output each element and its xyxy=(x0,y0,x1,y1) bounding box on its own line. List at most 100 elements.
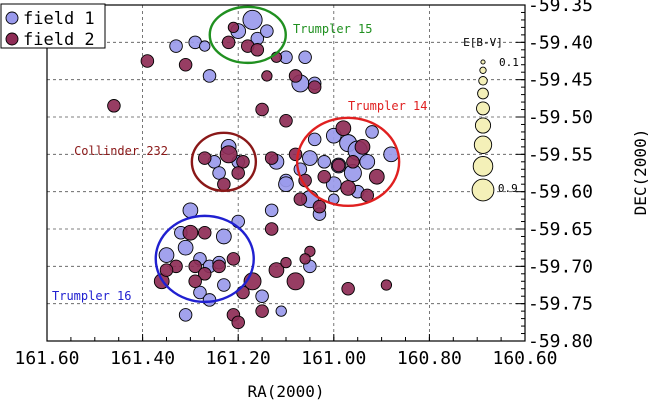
cluster-trumpler-16: Trumpler 16 xyxy=(52,214,255,304)
data-point xyxy=(275,305,287,317)
data-point xyxy=(279,113,293,128)
legend-box xyxy=(0,3,106,49)
data-point xyxy=(221,35,236,50)
data-point xyxy=(158,247,175,263)
data-point xyxy=(202,69,217,83)
x-tick-label: 161.20 xyxy=(206,348,271,369)
data-point xyxy=(226,252,241,266)
data-point xyxy=(359,153,376,170)
data-point xyxy=(231,315,245,330)
y-tick-label: -59.45 xyxy=(528,70,593,91)
data-point xyxy=(340,180,356,196)
y-tick-label: -59.65 xyxy=(528,219,593,240)
x-tick-label: 160.60 xyxy=(492,348,557,369)
cluster-circle xyxy=(208,5,287,65)
data-point xyxy=(217,278,231,292)
data-point xyxy=(177,239,194,256)
size-scale-circle xyxy=(477,87,489,100)
data-point xyxy=(325,176,342,193)
y-tick-label: -59.60 xyxy=(528,182,593,203)
data-point xyxy=(317,169,331,184)
data-point xyxy=(286,272,305,291)
data-point xyxy=(219,145,238,164)
data-point xyxy=(182,224,199,241)
data-point xyxy=(255,102,269,117)
size-scale-circle xyxy=(479,66,487,74)
data-point xyxy=(231,166,245,180)
data-point xyxy=(312,199,327,214)
data-point xyxy=(302,150,318,166)
data-point xyxy=(280,256,292,269)
size-scale-circle xyxy=(480,59,486,65)
data-point xyxy=(107,99,121,113)
grid xyxy=(47,5,525,341)
data-point xyxy=(368,168,385,185)
y-tick-label: -59.55 xyxy=(528,144,593,165)
data-point xyxy=(178,57,193,72)
data-point xyxy=(188,274,202,289)
size-scale-circle xyxy=(478,76,488,86)
series-field-2 xyxy=(107,21,393,330)
cluster-label: Collinder 232 xyxy=(74,144,168,158)
data-point xyxy=(169,39,183,53)
x-tick-label: 160.80 xyxy=(397,348,462,369)
cluster-annotations: Trumpler 15 Trumpler 14 Collinder 232 Trump… xyxy=(52,5,427,304)
y-tick-labels: -59.35 -59.40 -59.45 -59.50 -59.55 -59.60 -59.… xyxy=(528,0,593,352)
data-point xyxy=(197,151,212,165)
data-point xyxy=(264,203,279,218)
size-scale-min-label: 0.1 xyxy=(499,56,519,69)
legend-marker xyxy=(5,32,19,46)
data-point xyxy=(268,262,285,278)
data-point xyxy=(178,308,193,322)
legend-label: field 1 xyxy=(23,9,95,29)
data-point xyxy=(140,54,155,68)
cluster-label: Trumpler 15 xyxy=(293,22,372,36)
legend-label: field 2 xyxy=(23,30,95,50)
size-scale-circle xyxy=(473,135,493,154)
cluster-collinder-232: Collinder 232 xyxy=(74,131,258,193)
size-scale-max-label: 0.9 xyxy=(498,182,518,195)
cluster-trumpler-15: Trumpler 15 xyxy=(208,5,372,65)
data-point xyxy=(197,225,212,240)
data-point xyxy=(199,40,211,52)
axis-ticks xyxy=(46,4,526,342)
x-tick-label: 161.60 xyxy=(14,348,79,369)
data-point xyxy=(354,139,371,155)
data-point xyxy=(197,267,212,281)
data-point xyxy=(255,304,269,318)
y-tick-label: -59.35 xyxy=(528,0,593,16)
data-point xyxy=(317,155,331,169)
data-point xyxy=(261,70,273,82)
data-point xyxy=(298,50,312,65)
data-point xyxy=(264,222,279,236)
size-scale-circle xyxy=(471,178,495,202)
data-point xyxy=(250,43,265,57)
data-point xyxy=(341,281,355,296)
x-axis-label: RA(2000) xyxy=(247,382,324,401)
data-point xyxy=(242,9,263,30)
cluster-trumpler-14: Trumpler 14 xyxy=(295,99,427,208)
cluster-circle xyxy=(295,116,401,208)
y-tick-label: -59.40 xyxy=(528,32,593,53)
cluster-circle xyxy=(154,214,255,304)
data-point xyxy=(202,293,217,307)
x-tick-labels: 161.60 161.40 161.20 161.00 160.80 160.60 xyxy=(14,348,557,369)
data-point xyxy=(255,289,269,303)
y-tick-label: -59.50 xyxy=(528,107,593,128)
data-point xyxy=(236,285,250,300)
data-point xyxy=(212,259,226,274)
x-tick-label: 161.40 xyxy=(110,348,175,369)
data-point xyxy=(307,132,322,147)
data-point xyxy=(278,176,294,193)
data-point xyxy=(293,162,308,177)
size-scale-circle xyxy=(474,117,492,134)
data-point xyxy=(159,263,174,277)
data-point xyxy=(212,166,226,180)
cluster-label: Trumpler 16 xyxy=(52,289,131,303)
size-scale-title: E[B-V] xyxy=(463,36,503,49)
size-scale-circle xyxy=(476,101,490,116)
data-points xyxy=(107,9,400,330)
data-point xyxy=(264,151,279,165)
data-point xyxy=(365,125,379,139)
